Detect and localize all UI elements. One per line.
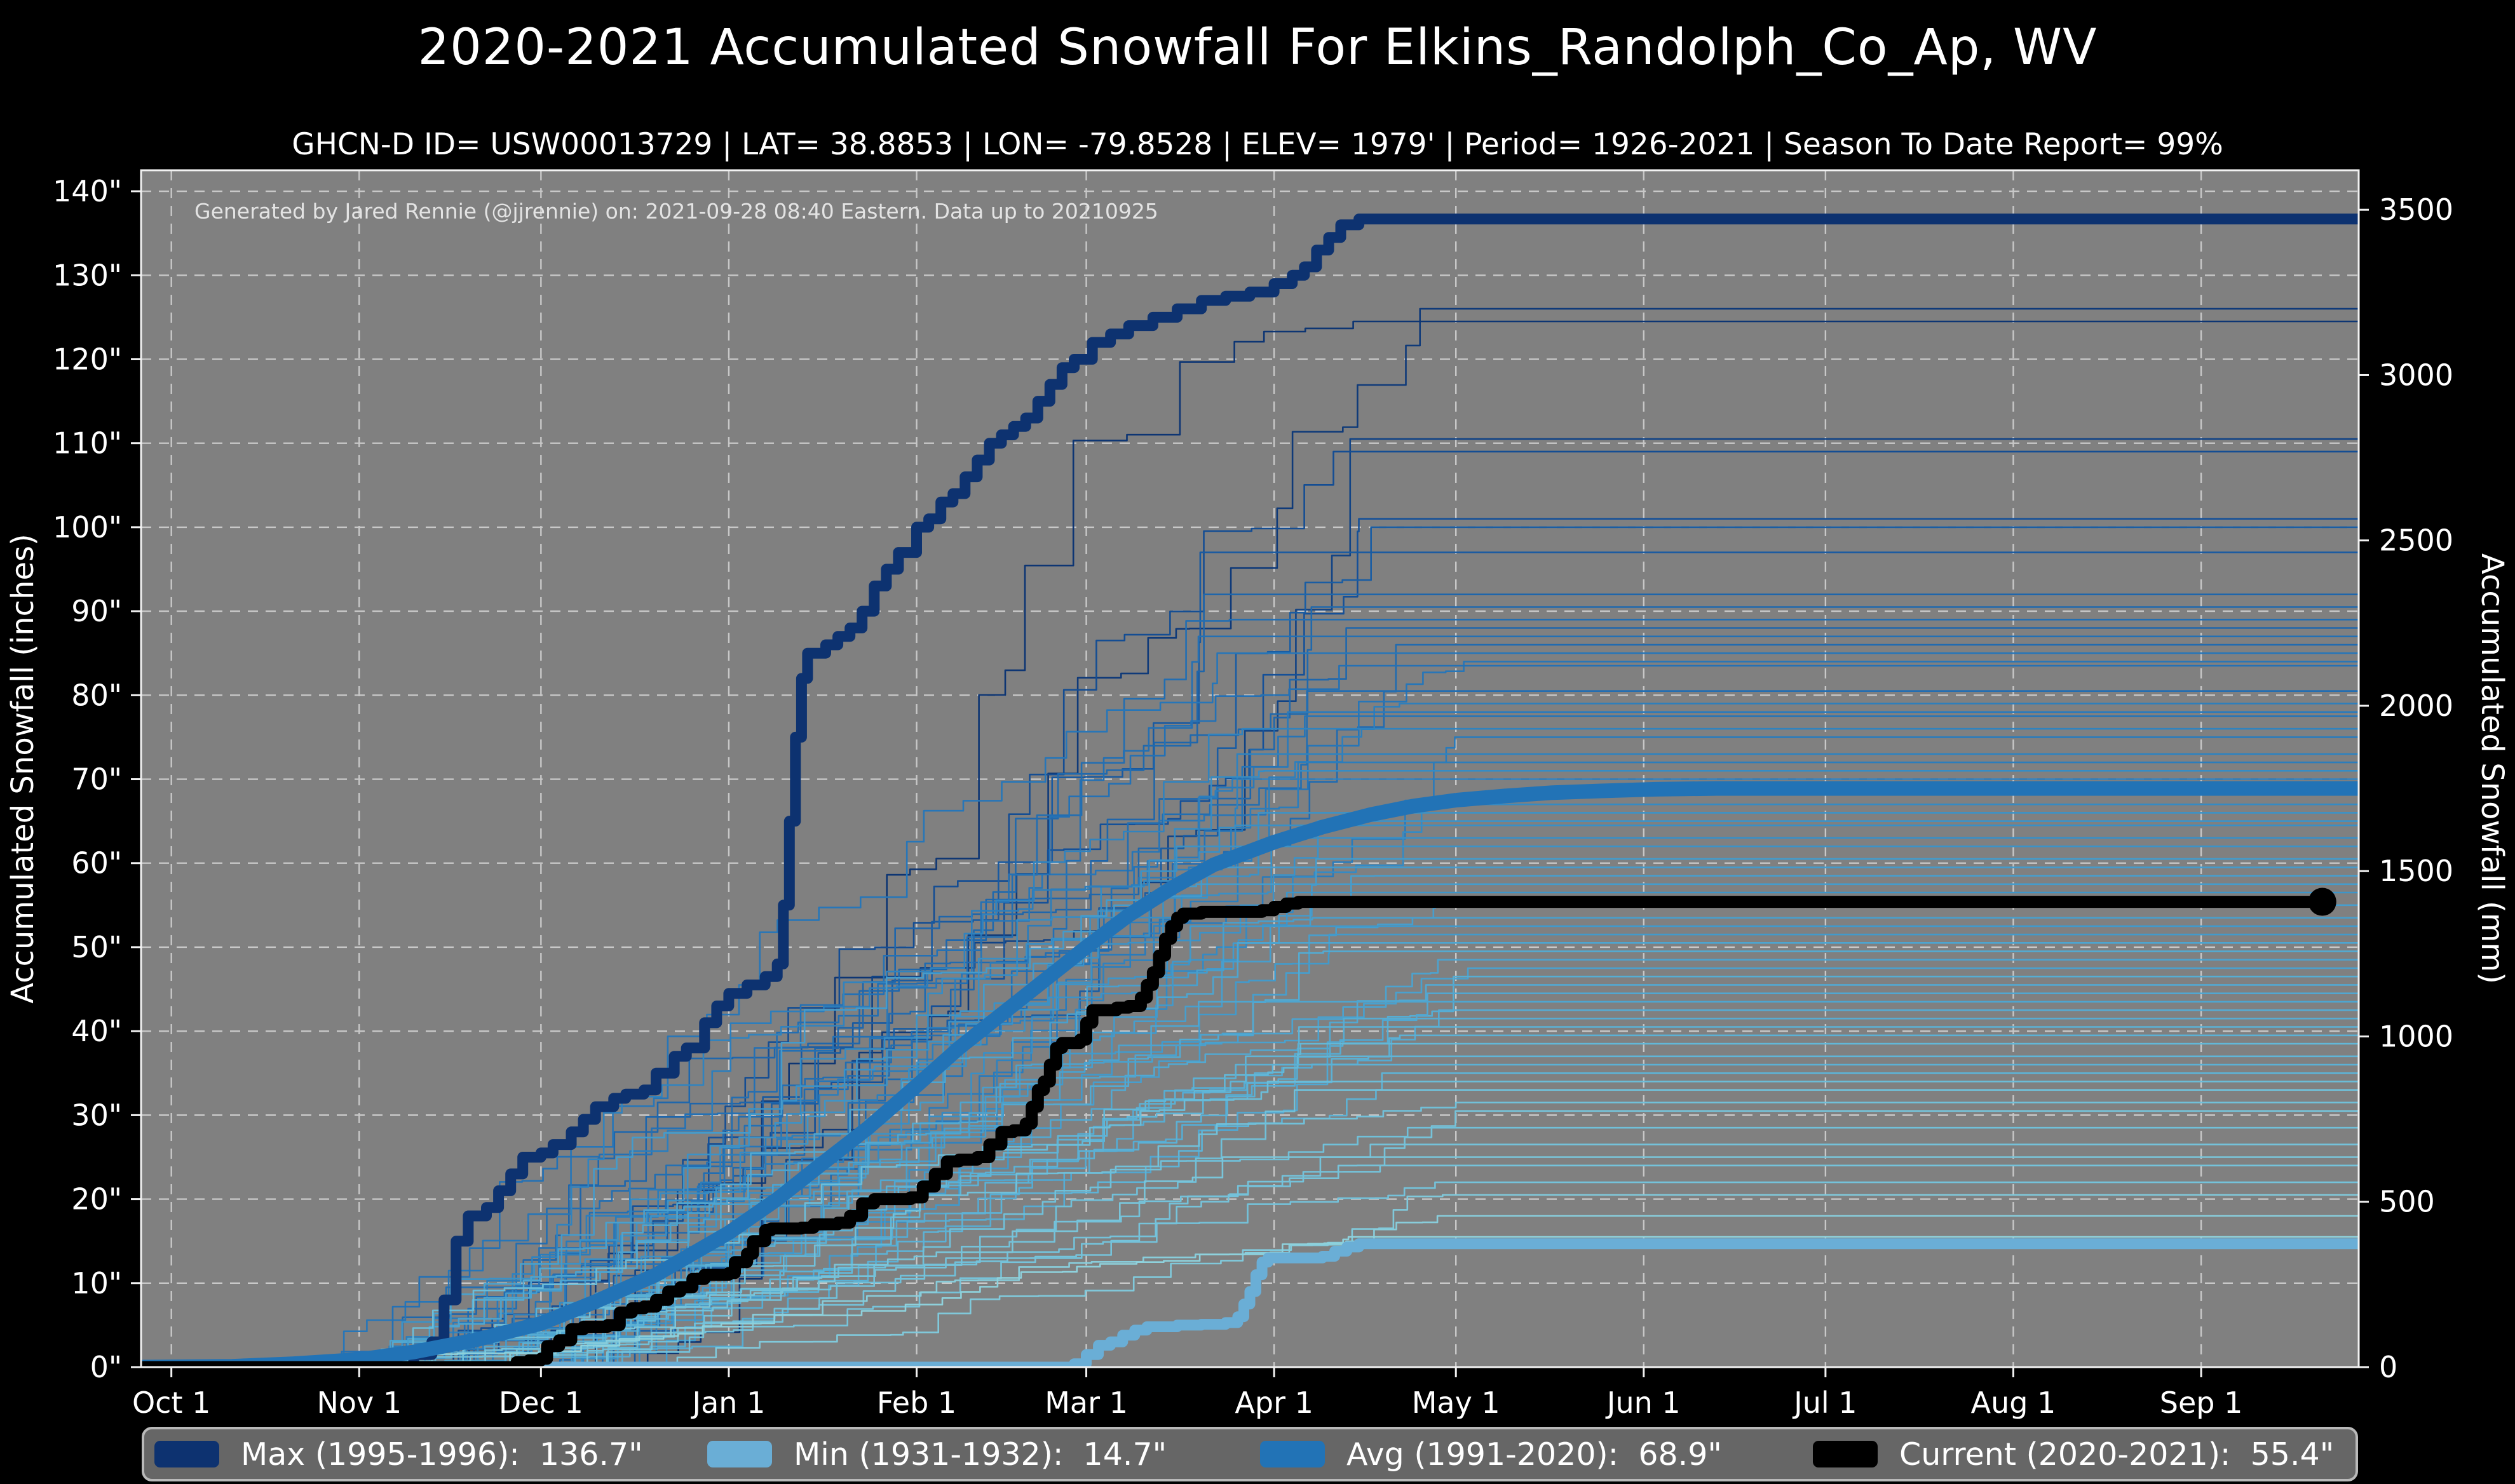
y-left-tick-label: 10": [71, 1266, 122, 1300]
season-line: [141, 761, 2359, 1367]
y-left-tick-label: 30": [71, 1098, 122, 1132]
x-tick-label: Mar 1: [1045, 1386, 1128, 1420]
legend-current-label: Current (2020-2021):: [1899, 1436, 2231, 1473]
y-right-tick-label: 3500: [2379, 192, 2453, 227]
season-line: [141, 1081, 2359, 1367]
highlighted-series: [141, 213, 2359, 1367]
y-right-tick-label: 2000: [2379, 689, 2453, 723]
y-left-tick-label: 40": [71, 1014, 122, 1048]
series-line-min: [141, 1238, 2359, 1367]
min-line-swatch: [707, 1441, 772, 1467]
season-line: [141, 1194, 2359, 1367]
legend-current-value: 55.4": [2250, 1436, 2335, 1473]
season-line: [141, 867, 2359, 1367]
y-right-axis-label: Accumulated Snowfall (mm): [2474, 553, 2510, 984]
legend-bar: Max (1995-1996): 136.7" Min (1931-1932):…: [142, 1427, 2358, 1481]
y-right-tick-label: 3000: [2379, 358, 2453, 392]
season-line: [141, 652, 2359, 1367]
x-tick-label: Sep 1: [2160, 1386, 2243, 1420]
season-line: [141, 812, 2359, 1367]
season-line: [141, 593, 2359, 1367]
x-tick-label: Dec 1: [499, 1386, 583, 1420]
series-line-avg: [141, 781, 2359, 1367]
station-subtitle: GHCN-D ID= USW00013729 | LAT= 38.8853 | …: [292, 127, 2223, 162]
plot-frame: [140, 169, 2360, 1368]
y-left-tick-label: 50": [71, 930, 122, 964]
chart-title: 2020-2021 Accumulated Snowfall For Elkin…: [417, 19, 2098, 76]
x-tick-label: Oct 1: [132, 1386, 210, 1420]
season-line: [141, 1009, 2359, 1367]
season-line: [141, 933, 2359, 1367]
season-line: [141, 450, 2359, 1367]
y-right-tick-label: 2500: [2379, 523, 2453, 558]
season-line: [141, 711, 2359, 1367]
season-line: [141, 690, 2359, 1367]
y-left-axis-label: Accumulated Snowfall (inches): [5, 534, 41, 1004]
current-line-swatch: [1813, 1441, 1878, 1467]
season-line: [141, 1018, 2359, 1367]
y-right-tick-label: 500: [2379, 1185, 2435, 1219]
series-line-max: [141, 213, 2359, 1367]
y-left-tick-label: 110": [53, 426, 122, 461]
season-line: [141, 846, 2359, 1367]
y-left-tick-label: 100": [53, 510, 122, 544]
x-tick-label: May 1: [1412, 1386, 1500, 1420]
y-right-tick-label: 0: [2379, 1350, 2397, 1384]
x-tick-label: Jan 1: [691, 1386, 766, 1420]
legend-min-value: 14.7": [1083, 1436, 1167, 1473]
legend-max-value: 136.7": [539, 1436, 643, 1473]
legend-max-label: Max (1995-1996):: [241, 1436, 520, 1473]
current-end-dot: [2308, 887, 2336, 916]
season-line: [141, 619, 2359, 1367]
x-tick-label: Feb 1: [877, 1386, 956, 1420]
season-line: [141, 975, 2359, 1367]
y-right-tick-label: 1500: [2379, 854, 2453, 888]
legend-avg-label: Avg (1991-2020):: [1346, 1436, 1619, 1473]
y-left-tick-label: 70": [71, 762, 122, 797]
legend-min-label: Min (1931-1932):: [794, 1436, 1064, 1473]
legend-avg-value: 68.9": [1638, 1436, 1722, 1473]
series-line-current: [141, 896, 2329, 1367]
y-left-tick-label: 120": [53, 342, 122, 376]
y-left-tick-label: 60": [71, 846, 122, 880]
legend-entry-current: Current (2020-2021): 55.4": [1803, 1436, 2356, 1473]
legend-entry-max: Max (1995-1996): 136.7": [144, 1436, 697, 1473]
y-left-tick-label: 80": [71, 678, 122, 712]
x-tick-label: Apr 1: [1235, 1386, 1313, 1420]
season-line: [141, 820, 2359, 1367]
x-tick-label: Aug 1: [1971, 1386, 2056, 1420]
avg-line-swatch: [1260, 1441, 1325, 1467]
x-tick-label: Jul 1: [1792, 1386, 1857, 1420]
season-line: [141, 1164, 2359, 1367]
gridlines: [141, 170, 2359, 1367]
legend-entry-min: Min (1931-1932): 14.7": [697, 1436, 1250, 1473]
x-tick-label: Jun 1: [1605, 1386, 1681, 1420]
axis-ticks-and-labels: Oct 1 Nov 1 Dec 1 Jan 1 Feb 1 Mar 1 Apr 1 May 1…: [5, 174, 2510, 1420]
season-line: [141, 959, 2359, 1367]
max-line-swatch: [154, 1441, 219, 1467]
y-right-tick-label: 1000: [2379, 1019, 2453, 1053]
season-line: [141, 967, 2359, 1367]
season-line: [141, 1034, 2359, 1367]
y-left-tick-label: 140": [53, 174, 122, 208]
legend-entry-avg: Avg (1991-2020): 68.9": [1250, 1436, 1803, 1473]
y-left-tick-label: 90": [71, 594, 122, 628]
season-line: [141, 942, 2359, 1367]
x-tick-label: Nov 1: [316, 1386, 402, 1420]
y-left-tick-label: 0": [90, 1350, 122, 1384]
y-left-tick-label: 130": [53, 258, 122, 292]
watermark-text: Generated by Jared Rennie (@jjrennie) on…: [194, 199, 1158, 224]
y-left-tick-label: 20": [71, 1182, 122, 1217]
season-line: [141, 1181, 2359, 1367]
